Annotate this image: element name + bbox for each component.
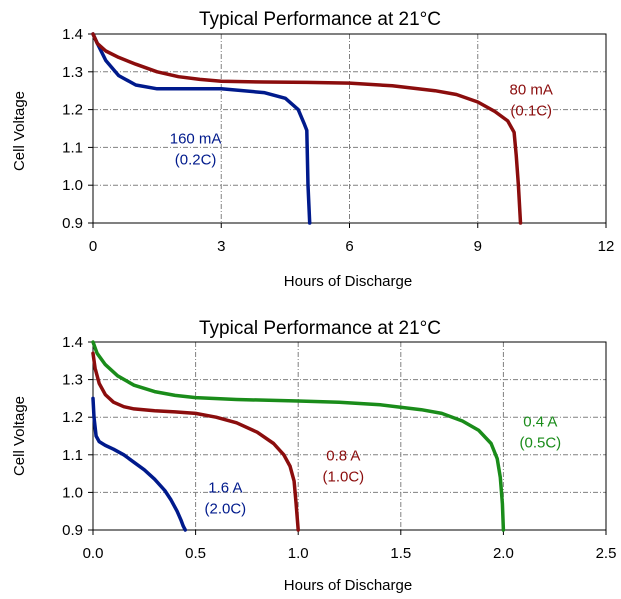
series-line: [91, 32, 312, 225]
series-label-current: 80 mA: [510, 81, 553, 98]
y-tick-label: 1.1: [62, 139, 83, 156]
x-tick-label: 0: [89, 238, 97, 255]
series-label-rate: (0.2C): [175, 152, 217, 169]
series-label-current: 0.8 A: [326, 447, 360, 464]
series-label-rate: (0.5C): [519, 435, 561, 452]
x-axis-label: Hours of Discharge: [284, 273, 412, 290]
x-tick-label: 2.0: [493, 545, 514, 562]
series-line: [91, 351, 300, 532]
chart-0p4a-0p8a-1p6a: Typical Performance at 21°C Hours of Dis…: [11, 318, 616, 594]
x-axis-label: Hours of Discharge: [284, 577, 412, 594]
series-label-current: 160 mA: [170, 131, 222, 148]
chart-80ma-160ma: Typical Performance at 21°C Hours of Dis…: [11, 9, 614, 290]
series-label: 0.8 A (1.0C): [323, 447, 365, 485]
series-line: [91, 32, 523, 225]
y-tick-label: 0.9: [62, 522, 83, 539]
y-axis-label: Cell Voltage: [11, 91, 28, 171]
series-label-rate: (2.0C): [205, 500, 247, 517]
series-line: [91, 340, 506, 532]
x-tick-label: 0.0: [83, 545, 104, 562]
x-tick-label: 2.5: [596, 545, 617, 562]
series-label-current: 0.4 A: [523, 414, 557, 431]
series-label-current: 1.6 A: [208, 479, 242, 496]
series-label-rate: (0.1C): [510, 102, 552, 119]
series-label: 0.4 A (0.5C): [519, 414, 561, 452]
y-tick-label: 1.4: [62, 26, 83, 43]
y-tick-label: 1.2: [62, 409, 83, 426]
series-label: 80 mA (0.1C): [510, 81, 553, 119]
y-tick-label: 1.0: [62, 177, 83, 194]
x-tick-label: 9: [474, 238, 482, 255]
y-tick-label: 1.1: [62, 447, 83, 464]
series-label: 160 mA (0.2C): [170, 131, 222, 169]
y-tick-label: 0.9: [62, 215, 83, 232]
y-tick-label: 1.3: [62, 64, 83, 81]
series-line: [91, 396, 188, 532]
x-tick-label: 3: [217, 238, 225, 255]
chart-title: Typical Performance at 21°C: [199, 318, 441, 339]
chart-title: Typical Performance at 21°C: [199, 9, 441, 30]
x-tick-label: 6: [345, 238, 353, 255]
series-label-rate: (1.0C): [323, 468, 365, 485]
x-tick-label: 1.5: [390, 545, 411, 562]
y-tick-label: 1.4: [62, 334, 83, 351]
plot-frame: [92, 341, 607, 531]
y-tick-label: 1.2: [62, 102, 83, 119]
x-tick-label: 1.0: [288, 545, 309, 562]
x-tick-label: 12: [598, 238, 615, 255]
series-label: 1.6 A (2.0C): [205, 479, 247, 517]
y-tick-label: 1.3: [62, 372, 83, 389]
y-axis-label: Cell Voltage: [11, 396, 28, 476]
x-tick-label: 0.5: [185, 545, 206, 562]
y-tick-label: 1.0: [62, 484, 83, 501]
